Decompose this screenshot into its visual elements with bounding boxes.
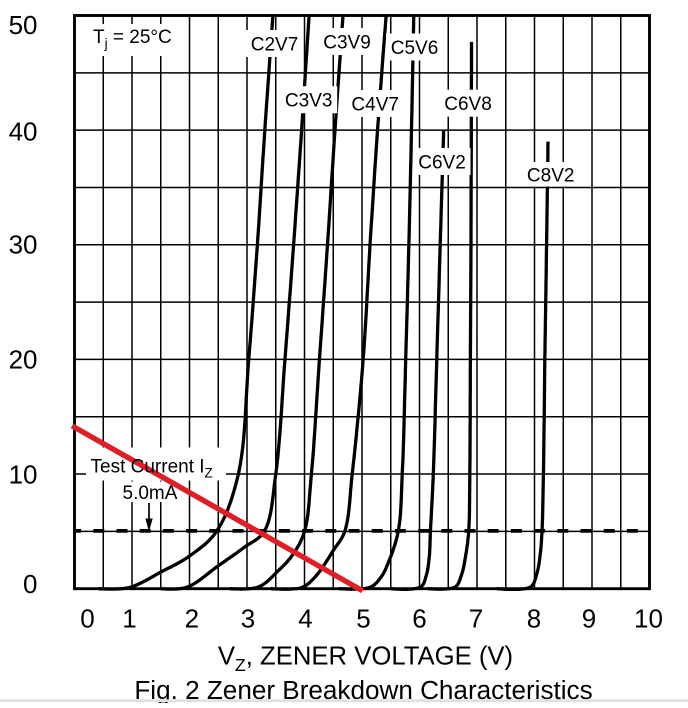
svg-text:3: 3 <box>241 603 255 633</box>
svg-text:C4V7: C4V7 <box>351 94 399 115</box>
svg-text:Test Current IZ: Test Current IZ <box>91 457 213 481</box>
svg-text:7: 7 <box>469 603 483 633</box>
svg-text:C8V2: C8V2 <box>527 165 575 186</box>
svg-text:20: 20 <box>9 345 38 375</box>
svg-text:10: 10 <box>9 460 38 490</box>
svg-text:C5V6: C5V6 <box>391 38 439 59</box>
svg-text:C3V9: C3V9 <box>323 32 371 53</box>
svg-text:0: 0 <box>80 603 94 633</box>
svg-text:Fig. 2 Zener Breakdown Charac: Fig. 2 Zener Breakdown Characteristics <box>134 675 592 703</box>
svg-text:5.0mA: 5.0mA <box>123 483 178 504</box>
svg-text:4: 4 <box>298 603 312 633</box>
svg-text:VZ, ZENER VOLTAGE (V): VZ, ZENER VOLTAGE (V) <box>218 642 513 675</box>
svg-text:40: 40 <box>9 116 38 146</box>
svg-text:6: 6 <box>412 603 426 633</box>
svg-text:C3V3: C3V3 <box>285 91 333 112</box>
svg-text:0: 0 <box>23 569 37 599</box>
svg-text:9: 9 <box>582 603 596 633</box>
svg-text:50: 50 <box>9 10 38 40</box>
svg-text:10: 10 <box>634 603 663 633</box>
svg-text:C6V2: C6V2 <box>418 152 466 173</box>
svg-text:C2V7: C2V7 <box>251 34 299 55</box>
svg-text:C6V8: C6V8 <box>444 94 492 115</box>
svg-text:2: 2 <box>185 603 199 633</box>
svg-text:30: 30 <box>9 230 38 260</box>
svg-text:8: 8 <box>527 603 541 633</box>
svg-text:5: 5 <box>356 603 370 633</box>
svg-text:1: 1 <box>122 603 136 633</box>
